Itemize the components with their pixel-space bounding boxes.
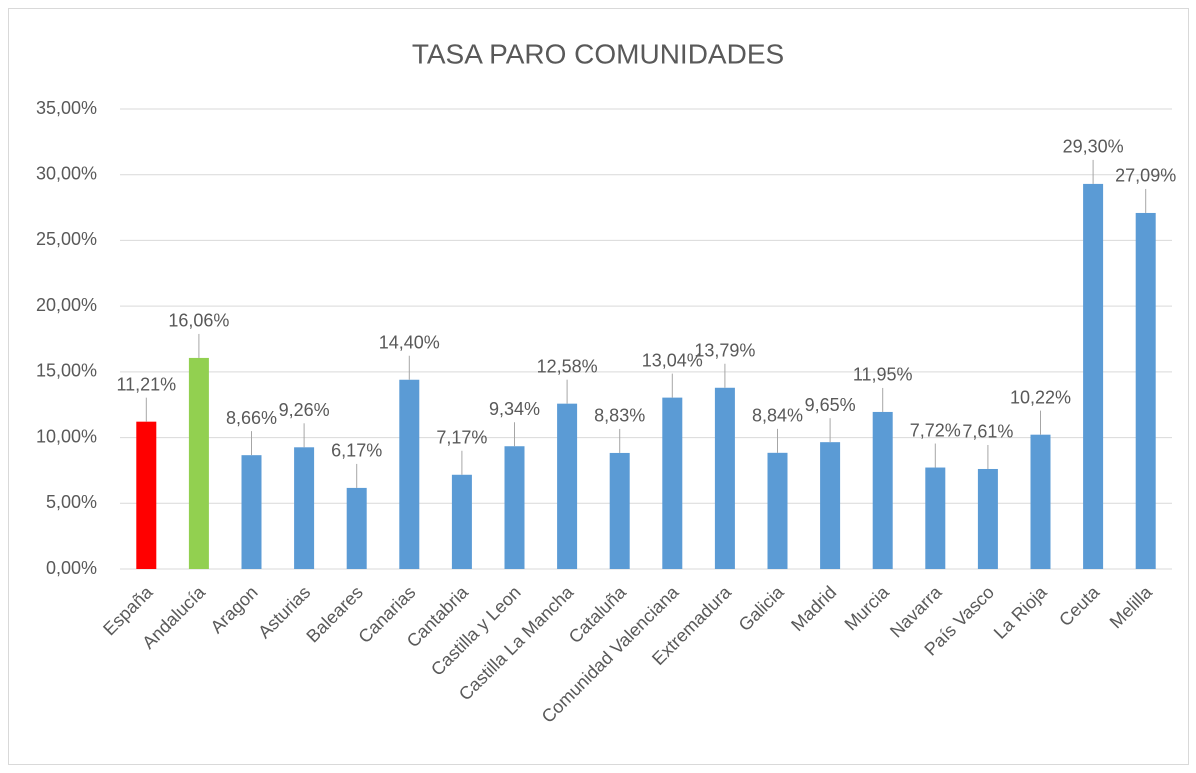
data-label: 13,04% xyxy=(642,350,703,370)
y-tick-label: 5,00% xyxy=(46,492,97,512)
bar xyxy=(977,468,998,569)
bar xyxy=(1135,212,1156,569)
bar xyxy=(925,467,946,569)
bar xyxy=(294,447,315,569)
bar xyxy=(1083,183,1104,569)
data-label: 7,17% xyxy=(436,428,487,448)
bar xyxy=(1030,434,1051,569)
y-tick-label: 15,00% xyxy=(36,361,97,381)
data-label: 9,34% xyxy=(489,399,540,419)
data-label: 12,58% xyxy=(537,356,598,376)
bar xyxy=(451,474,472,569)
data-label: 6,17% xyxy=(331,441,382,461)
bar xyxy=(346,487,367,569)
y-tick-label: 35,00% xyxy=(36,98,97,118)
data-label: 13,79% xyxy=(694,341,755,361)
y-tick-label: 25,00% xyxy=(36,229,97,249)
bar xyxy=(609,452,630,569)
bar xyxy=(767,452,788,569)
data-label: 9,26% xyxy=(279,400,330,420)
data-label: 9,65% xyxy=(805,395,856,415)
y-tick-label: 10,00% xyxy=(36,426,97,446)
bar xyxy=(557,403,578,569)
data-label: 8,83% xyxy=(594,406,645,426)
bar xyxy=(872,411,893,569)
y-tick-label: 30,00% xyxy=(36,163,97,183)
bar xyxy=(504,446,525,569)
data-label: 11,21% xyxy=(116,374,176,394)
data-label: 10,22% xyxy=(1010,387,1071,407)
bar xyxy=(136,421,157,569)
data-label: 8,84% xyxy=(752,406,803,426)
data-label: 16,06% xyxy=(168,311,229,331)
bar xyxy=(714,387,735,569)
y-tick-label: 0,00% xyxy=(46,558,97,578)
bar xyxy=(662,397,683,569)
data-label: 14,40% xyxy=(379,332,440,352)
y-tick-label: 20,00% xyxy=(36,295,97,315)
bar xyxy=(241,455,262,569)
data-label: 7,72% xyxy=(910,420,961,440)
bar xyxy=(820,442,841,569)
data-label: 27,09% xyxy=(1115,166,1176,186)
chart-title: TASA PARO COMUNIDADES xyxy=(412,38,784,69)
bar xyxy=(188,357,209,569)
data-label: 29,30% xyxy=(1063,137,1124,157)
data-label: 7,61% xyxy=(962,422,1013,442)
data-label: 8,66% xyxy=(226,408,277,428)
bar xyxy=(399,379,420,569)
data-label: 11,95% xyxy=(853,365,913,385)
